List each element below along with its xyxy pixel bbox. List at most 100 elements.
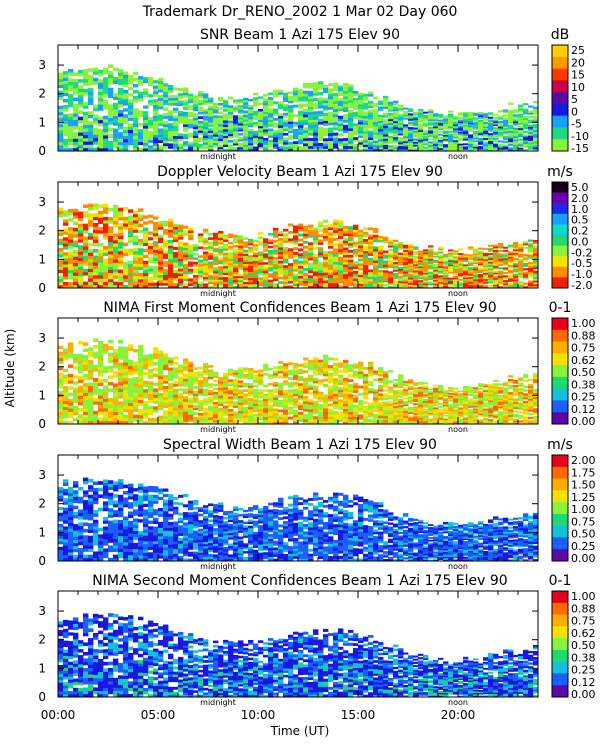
- heatmap-cell: [213, 413, 219, 417]
- heatmap-cell: [223, 257, 229, 260]
- heatmap-cell: [268, 110, 274, 114]
- heatmap-cell: [58, 402, 64, 407]
- heatmap-cell: [368, 269, 374, 273]
- heatmap-cell: [438, 275, 444, 278]
- heatmap-cell: [353, 104, 359, 108]
- heatmap-cell: [338, 128, 344, 132]
- heatmap-cell: [103, 275, 109, 279]
- heatmap-cell: [138, 254, 144, 258]
- heatmap-cell: [188, 390, 194, 394]
- heatmap-cell: [463, 118, 469, 121]
- heatmap-cell: [443, 285, 449, 288]
- heatmap-cell: [518, 131, 524, 134]
- heatmap-cell: [123, 396, 129, 400]
- heatmap-cell: [168, 390, 174, 394]
- heatmap-cell: [333, 227, 339, 231]
- heatmap-cell: [503, 141, 509, 144]
- heatmap-cell: [153, 216, 159, 220]
- heatmap-cell: [388, 118, 394, 122]
- heatmap-cell: [123, 374, 129, 379]
- heatmap-cell: [403, 137, 409, 140]
- heatmap-cell: [68, 119, 74, 124]
- heatmap-cell: [468, 117, 474, 120]
- heatmap-cell: [393, 112, 399, 116]
- heatmap-cell: [98, 220, 104, 225]
- heatmap-cell: [288, 273, 294, 276]
- heatmap-cell: [473, 131, 479, 133]
- heatmap-cell: [523, 110, 529, 113]
- heatmap-cell: [123, 144, 129, 149]
- heatmap-cell: [88, 388, 94, 393]
- heatmap-cell: [203, 115, 209, 119]
- heatmap-cell: [213, 106, 219, 110]
- heatmap-cell: [58, 78, 64, 82]
- heatmap-cell: [523, 259, 529, 262]
- heatmap-cell: [58, 96, 64, 101]
- heatmap-cell: [468, 120, 474, 123]
- heatmap-cell: [303, 240, 309, 244]
- heatmap-cell: [188, 132, 194, 136]
- heatmap-cell: [103, 414, 109, 418]
- heatmap-cell: [83, 252, 89, 257]
- heatmap-cell: [138, 260, 144, 264]
- heatmap-cell: [363, 146, 369, 150]
- heatmap-cell: [378, 253, 384, 257]
- heatmap-cell: [158, 223, 164, 227]
- heatmap-cell: [438, 121, 444, 123]
- heatmap-cell: [473, 250, 479, 252]
- heatmap-cell: [313, 114, 319, 117]
- heatmap-cell: [513, 146, 519, 149]
- heatmap-cell: [133, 278, 139, 283]
- heatmap-cell: [318, 148, 324, 152]
- heatmap-cell: [148, 220, 154, 224]
- heatmap-cell: [458, 286, 464, 289]
- heatmap-cell: [118, 407, 124, 412]
- heatmap-cell: [108, 356, 114, 360]
- heatmap-cell: [323, 145, 329, 149]
- heatmap-cell: [353, 146, 359, 150]
- heatmap-cell: [173, 140, 179, 144]
- heatmap-cell: [68, 212, 74, 216]
- heatmap-cell: [333, 243, 339, 247]
- heatmap-cell: [133, 272, 139, 276]
- heatmap-cell: [118, 414, 124, 418]
- heatmap-cell: [173, 405, 179, 409]
- heatmap-cell: [148, 399, 154, 404]
- heatmap-cell: [113, 211, 119, 215]
- time-marker-label: midnight: [200, 289, 236, 298]
- heatmap-cell: [348, 130, 354, 134]
- heatmap-cell: [123, 284, 129, 289]
- heatmap-cell: [73, 135, 79, 139]
- heatmap-cell: [418, 259, 424, 262]
- heatmap-cell: [238, 251, 244, 254]
- heatmap-cell: [398, 133, 404, 136]
- heatmap-cell: [513, 254, 519, 257]
- heatmap-cell: [128, 138, 134, 143]
- heatmap-cell: [193, 122, 199, 125]
- heatmap-cell: [63, 83, 69, 87]
- heatmap-cell: [373, 255, 379, 259]
- heatmap-cell: [303, 132, 309, 136]
- heatmap-cell: [298, 238, 304, 242]
- heatmap-cell: [418, 123, 424, 126]
- heatmap-cell: [438, 138, 444, 140]
- heatmap-cell: [488, 268, 494, 271]
- heatmap-cell: [193, 146, 199, 150]
- heatmap-cell: [233, 117, 239, 120]
- heatmap-cell: [318, 282, 324, 286]
- heatmap-cell: [183, 114, 189, 118]
- heatmap-cell: [373, 148, 379, 152]
- heatmap-cell: [393, 132, 399, 136]
- heatmap-cell: [433, 148, 439, 150]
- heatmap-cell: [423, 123, 429, 126]
- heatmap-cell: [333, 93, 339, 97]
- heatmap-cell: [513, 279, 519, 282]
- heatmap-cell: [368, 241, 374, 245]
- heatmap-cell: [403, 273, 409, 276]
- heatmap-cell: [123, 207, 129, 211]
- heatmap-cell: [268, 260, 274, 264]
- heatmap-cell: [158, 407, 164, 411]
- heatmap-cell: [388, 286, 394, 289]
- heatmap-cell: [348, 230, 354, 234]
- heatmap-cell: [168, 375, 174, 379]
